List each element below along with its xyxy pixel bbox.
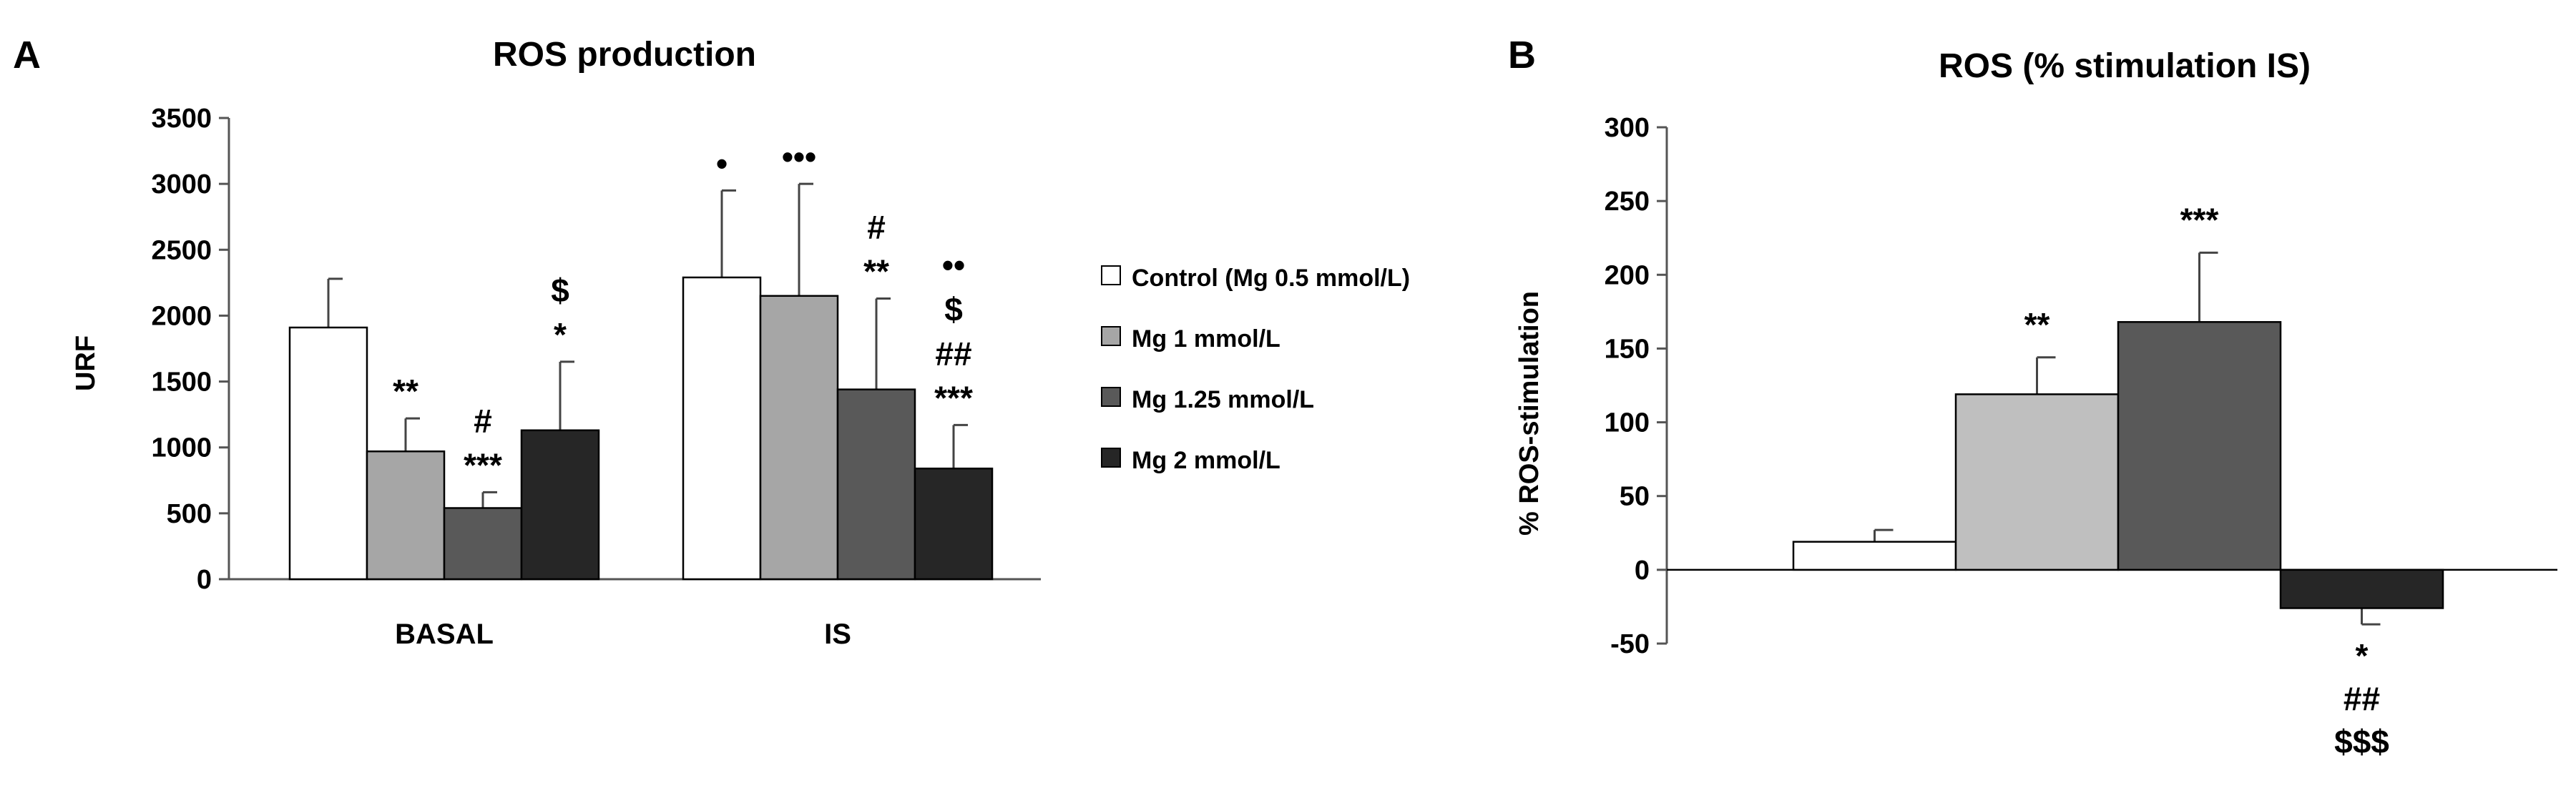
chart-a-y-tick-label: 2500	[151, 235, 212, 265]
legend-swatch	[1101, 448, 1121, 468]
chart-b-significance-label: $$$	[2334, 723, 2389, 760]
chart-a-bar	[682, 276, 762, 581]
legend-swatch	[1101, 326, 1121, 346]
chart-a-y-tick-label: 1500	[151, 368, 212, 398]
chart-b-significance-label: ***	[2180, 201, 2219, 238]
chart-a-significance-label: #	[867, 208, 886, 245]
panel-letter-a: A	[13, 34, 41, 77]
chart-a-bar	[288, 326, 368, 581]
chart-a-y-tick-label: 500	[167, 499, 212, 529]
chart-b-y-tick-label: -50	[1610, 629, 1650, 659]
chart-a-y-tick-label: 2000	[151, 301, 212, 331]
chart-b-bar	[1792, 541, 1957, 571]
chart-a-y-tick-label: 0	[197, 565, 212, 595]
chart-b-significance-label: *	[2356, 637, 2369, 674]
chart-a-bar	[759, 295, 839, 581]
chart-b-y-tick-label: 300	[1605, 113, 1650, 143]
chart-a-significance-label: ***	[934, 379, 973, 416]
chart-a-bar	[366, 450, 446, 581]
legend-label: Mg 2 mmol/L	[1132, 447, 1280, 474]
chart-a-significance-label: •	[716, 144, 728, 182]
legend-swatch	[1101, 387, 1121, 407]
chart-a-y-tick-label: 3000	[151, 169, 212, 200]
legend: Control (Mg 0.5 mmol/L) Mg 1 mmol/L Mg 1.2…	[1101, 265, 1410, 474]
legend-label: Mg 1 mmol/L	[1132, 325, 1280, 353]
chart-a-significance-label: **	[863, 252, 889, 290]
chart-a-significance-label: #	[474, 402, 492, 439]
chart-a-significance-label: ***	[464, 446, 502, 483]
chart-a-title: ROS production	[493, 36, 756, 74]
chart-b-y-tick-label: 250	[1605, 187, 1650, 217]
legend-label: Control (Mg 0.5 mmol/L)	[1132, 265, 1410, 292]
chart-b-bar	[2279, 568, 2444, 609]
chart-b-title: ROS (% stimulation IS)	[1939, 47, 2311, 85]
chart-a-bar	[443, 507, 523, 581]
legend-label: Mg 1.25 mmol/L	[1132, 386, 1314, 413]
chart-a-category-label: IS	[824, 619, 851, 650]
chart-a-category-label: BASAL	[395, 619, 494, 650]
chart-b-significance-label: **	[2024, 306, 2050, 343]
chart-a-significance-label: **	[393, 373, 418, 410]
chart-b-bar	[2117, 321, 2282, 571]
chart-b-y-tick-label: 0	[1635, 556, 1650, 586]
chart-a-significance-label: $	[551, 272, 569, 309]
chart-a-significance-label: •••	[782, 138, 816, 175]
chart-a-bar	[914, 467, 994, 581]
chart-a-bar	[520, 429, 600, 581]
chart-a-significance-label: $	[944, 290, 963, 327]
chart-a-y-tick-label: 1000	[151, 433, 212, 463]
chart-a-significance-label: *	[554, 316, 567, 353]
chart-b-significance-label: ##	[2344, 680, 2380, 717]
chart-a-significance-label: ••	[942, 246, 965, 283]
chart-b-ylabel: % ROS-stimulation	[1514, 291, 1544, 536]
chart-b-y-tick-label: 150	[1605, 334, 1650, 364]
legend-swatch	[1101, 265, 1121, 285]
chart-b-y-tick-label: 50	[1620, 482, 1650, 512]
chart-b-bar	[1954, 393, 2120, 571]
chart-a-bar	[836, 388, 916, 581]
chart-b-y-tick-label: 200	[1605, 260, 1650, 290]
chart-a-y-tick-label: 3500	[151, 104, 212, 134]
chart-a-ylabel: URF	[71, 335, 101, 391]
chart-b-y-tick-label: 100	[1605, 408, 1650, 438]
chart-a-significance-label: ##	[935, 335, 971, 372]
panel-letter-b: B	[1508, 34, 1536, 77]
